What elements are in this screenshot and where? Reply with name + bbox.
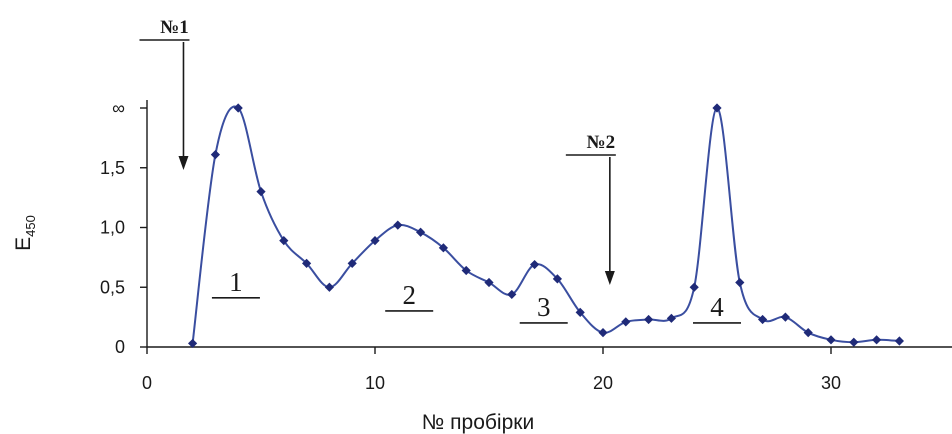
data-point (894, 336, 904, 346)
data-point (803, 328, 813, 338)
data-point (484, 277, 494, 288)
data-point (370, 236, 380, 246)
x-tick-label: 0 (142, 373, 152, 393)
data-point (256, 187, 266, 197)
data-point (849, 337, 859, 347)
data-point (188, 338, 198, 349)
y-tick-label: ∞ (112, 98, 125, 118)
sample-markers: №1 №2 (139, 17, 616, 285)
y-tick-label: 0 (115, 337, 125, 357)
data-point (780, 312, 790, 322)
x-axis-title: № пробірки (422, 411, 534, 434)
data-point (666, 313, 676, 323)
data-point (530, 259, 540, 270)
data-point (644, 314, 654, 325)
peak-labels: 1 2 3 4 (211, 267, 741, 324)
data-point (552, 274, 562, 284)
data-point (324, 282, 334, 292)
data-point (416, 227, 426, 237)
data-point (598, 328, 608, 338)
data-point (438, 243, 448, 253)
data-point (735, 277, 745, 288)
y-ticks: 0 0,5 1,0 1,5 ∞ (100, 98, 147, 357)
y-tick-label: 1,0 (100, 218, 125, 238)
data-point (210, 150, 220, 160)
peak-label: 1 (229, 267, 243, 297)
y-tick-label: 1,5 (100, 158, 125, 178)
data-point (233, 103, 243, 113)
peak-label: 3 (537, 292, 551, 322)
data-point (507, 289, 517, 300)
data-point (689, 282, 699, 292)
data-point (461, 265, 471, 276)
series-line (191, 105, 900, 344)
peak-label: 2 (402, 280, 416, 310)
series (188, 103, 904, 349)
data-point (758, 314, 768, 325)
data-point (347, 258, 357, 268)
marker-arrowhead (604, 271, 615, 285)
y-axis-title-main: E (12, 237, 35, 251)
data-point (302, 258, 312, 268)
data-point (826, 335, 836, 345)
marker-label: №1 (160, 17, 189, 38)
y-axis-title-subscript: 450 (23, 215, 38, 237)
data-point (575, 307, 585, 317)
data-point (712, 103, 722, 113)
data-point (872, 335, 882, 345)
y-tick-label: 0,5 (100, 277, 125, 297)
axes (146, 100, 952, 348)
x-tick-label: 30 (821, 373, 841, 393)
x-tick-label: 10 (365, 373, 385, 393)
y-axis-title: E450 (12, 215, 38, 251)
marker-arrowhead (178, 156, 189, 170)
marker-label: №2 (587, 132, 616, 153)
x-ticks: 0 10 20 30 (142, 347, 841, 393)
data-point (621, 317, 631, 327)
data-point (279, 236, 289, 246)
data-point (393, 220, 403, 230)
peak-label: 4 (710, 292, 724, 322)
x-tick-label: 20 (593, 373, 613, 393)
